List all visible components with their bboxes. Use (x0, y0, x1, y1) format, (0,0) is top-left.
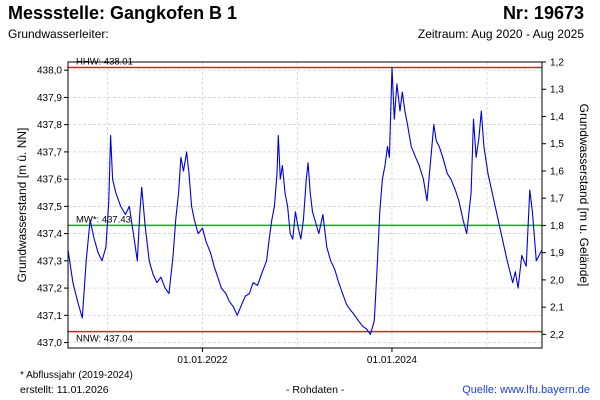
y2-tick-label: 1,3 (550, 85, 564, 96)
y-tick-label: 437,8 (37, 120, 62, 131)
created-date: erstellt: 11.01.2026 (20, 384, 109, 396)
station-number: Nr: 19673 (502, 3, 584, 23)
axis-layer: 437,0 437,1 437,2 437,3 437,4 437,5 437,6 437,7… (37, 58, 564, 367)
y2-tick-label: 1,2 (550, 58, 564, 69)
y-tick-label: 437,2 (37, 284, 62, 295)
y-tick-label: 437,0 (37, 338, 62, 349)
series-line-0 (67, 66, 543, 335)
y2-tick-label: 1,5 (550, 139, 564, 150)
y2-tick-label: 1,7 (550, 194, 564, 205)
source-link[interactable]: Quelle: www.lfu.bayern.de (462, 384, 590, 396)
y-tick-label: 437,4 (37, 229, 62, 240)
y-tick-label: 437,3 (37, 256, 62, 267)
reference-label-mw: MW*: 437.43 (76, 214, 131, 225)
raw-data-note: - Rohdaten - (286, 384, 345, 396)
y-tick-label: 437,5 (37, 202, 62, 213)
reference-label-nnw: NNW: 437.04 (76, 334, 133, 345)
x-tick-label: 01.01.2024 (367, 355, 417, 366)
y-tick-label: 438,0 (37, 66, 62, 77)
y-axis-label: Grundwasserstand [m ü. NN] (15, 128, 29, 283)
y-tick-label: 437,6 (37, 175, 62, 186)
y2-tick-label: 2,2 (550, 330, 564, 341)
footnote: * Abflussjahr (2019-2024) (20, 370, 133, 381)
y2-tick-label: 2,0 (550, 275, 564, 286)
station-title: Messstelle: Gangkofen B 1 (8, 3, 238, 23)
y2-tick-label: 1,6 (550, 166, 564, 177)
y2-axis-label: Grundwasserstand [m u. Gelände] (577, 104, 591, 287)
series-layer (67, 66, 543, 335)
y-tick-label: 437,9 (37, 93, 62, 104)
grid-layer (68, 62, 542, 348)
y2-tick-label: 1,4 (550, 112, 564, 123)
y-tick-label: 437,1 (37, 311, 62, 322)
y2-tick-label: 1,8 (550, 221, 564, 232)
aquifer-label: Grundwasserleiter: (8, 27, 109, 41)
y2-tick-label: 1,9 (550, 248, 564, 259)
period-label: Zeitraum: Aug 2020 - Aug 2025 (417, 27, 584, 41)
plot-frame (67, 61, 543, 349)
y-tick-label: 437,7 (37, 147, 62, 158)
x-tick-label: 01.01.2022 (177, 355, 227, 366)
y2-tick-label: 2,1 (550, 303, 564, 314)
